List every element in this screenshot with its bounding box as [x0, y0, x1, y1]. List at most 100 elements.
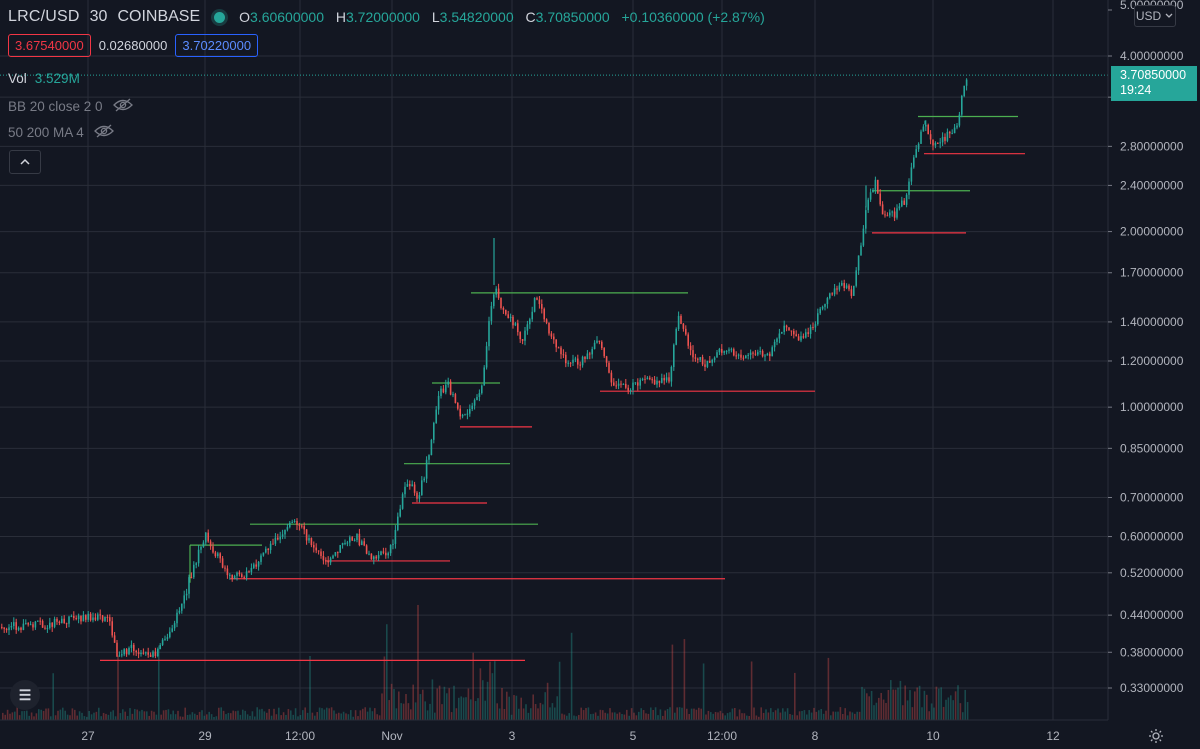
volume-bar [722, 713, 724, 720]
candle-body [682, 323, 685, 329]
ma-indicator[interactable]: 50 200 MA 4 [8, 124, 114, 141]
candle-body [25, 623, 27, 625]
candle-body [133, 644, 135, 651]
volume-bar [467, 688, 470, 720]
volume-bar [450, 712, 453, 720]
candle-body [233, 575, 236, 580]
candle-body [344, 543, 346, 545]
sell-price-button[interactable]: 3.67540000 [8, 34, 91, 57]
volume-bar [299, 715, 302, 720]
volume-bar [455, 708, 458, 720]
volume-bar [664, 710, 666, 720]
volume-bar [544, 692, 546, 720]
candle-body [313, 545, 315, 548]
time-tick-label: 12:00 [285, 729, 315, 743]
candle-body [243, 577, 245, 579]
volume-bar [842, 714, 844, 720]
candle-body [37, 620, 39, 622]
candle-body [493, 294, 495, 307]
volume-bar [959, 703, 962, 720]
collapse-indicators-button[interactable] [9, 150, 41, 174]
volume-bar [666, 708, 669, 720]
volume-bar [414, 702, 417, 720]
volume-bar [724, 715, 726, 720]
volume-bar [674, 712, 676, 720]
candle-body [531, 311, 533, 320]
candle-body [949, 131, 951, 134]
volume-bar [28, 715, 30, 720]
candle-body [296, 521, 298, 525]
symbol-header[interactable]: LRC/USD 30 COINBASE O3.60600000 H3.72000… [8, 6, 765, 28]
candle-body [166, 637, 169, 639]
candle-body [706, 360, 709, 367]
volume-bar [191, 712, 194, 720]
volume-bar [825, 710, 827, 720]
volume-bar [86, 716, 88, 720]
candle-body [22, 623, 25, 630]
candle-body [519, 332, 521, 340]
volume-bar [820, 708, 822, 720]
currency-selector[interactable]: USD [1134, 5, 1176, 27]
bb-indicator[interactable]: BB 20 close 2 0 [8, 98, 133, 115]
volume-bar [194, 713, 196, 720]
volume-bar [340, 713, 342, 720]
candle-body [433, 422, 435, 440]
candle-body [389, 545, 392, 554]
symbol-name[interactable]: LRC/USD [8, 8, 80, 25]
candle-body [872, 189, 874, 193]
candle-body [85, 615, 87, 620]
eye-crossed-icon[interactable] [93, 124, 114, 141]
volume-bar [626, 709, 628, 720]
volume-bar [371, 711, 374, 720]
chevron-up-icon [20, 158, 30, 165]
volume-indicator[interactable]: Vol 3.529M [8, 71, 80, 86]
candle-body [764, 355, 766, 357]
candle-body [346, 542, 349, 544]
volume-bar [393, 689, 395, 720]
volume-bar [174, 714, 177, 720]
volume-bar [614, 712, 616, 720]
candle-body [661, 378, 663, 383]
interval[interactable]: 30 [89, 8, 108, 25]
candle-body [130, 644, 133, 649]
candle-body [46, 627, 49, 629]
candle-body [152, 651, 154, 657]
volume-bar [551, 703, 554, 720]
candle-body [586, 353, 589, 360]
candle-body [265, 548, 267, 553]
volume-bar [198, 711, 201, 720]
candle-body [190, 577, 193, 579]
candle-body [34, 621, 37, 628]
candle-body [411, 484, 413, 487]
candle-body [502, 308, 505, 310]
candle-body [752, 352, 754, 354]
volume-bar [14, 711, 16, 720]
volume-bar [273, 708, 275, 720]
volume-bar [249, 715, 251, 720]
candle-body [310, 538, 313, 546]
volume-bar [465, 697, 467, 720]
buy-price-button[interactable]: 3.70220000 [175, 34, 259, 57]
volume-bar [50, 716, 52, 720]
volume-bar [76, 715, 78, 720]
candle-body [387, 553, 389, 556]
volume-bar [359, 710, 362, 720]
volume-bar [726, 713, 729, 720]
eye-crossed-icon[interactable] [112, 98, 133, 115]
candle-body [473, 400, 476, 406]
candle-body [934, 142, 937, 146]
volume-bar [222, 710, 225, 720]
volume-bar [410, 709, 412, 720]
candle-body [754, 353, 757, 355]
volume-bar [254, 716, 256, 720]
volume-bar [419, 694, 422, 720]
volume-bar [609, 708, 611, 720]
candle-body [610, 372, 613, 383]
open-value: 3.60600000 [250, 9, 324, 25]
volume-bar [482, 680, 484, 720]
candle-body [665, 377, 668, 381]
volume-bar [782, 708, 784, 720]
candle-body [459, 408, 461, 417]
gear-icon[interactable] [1148, 728, 1164, 744]
